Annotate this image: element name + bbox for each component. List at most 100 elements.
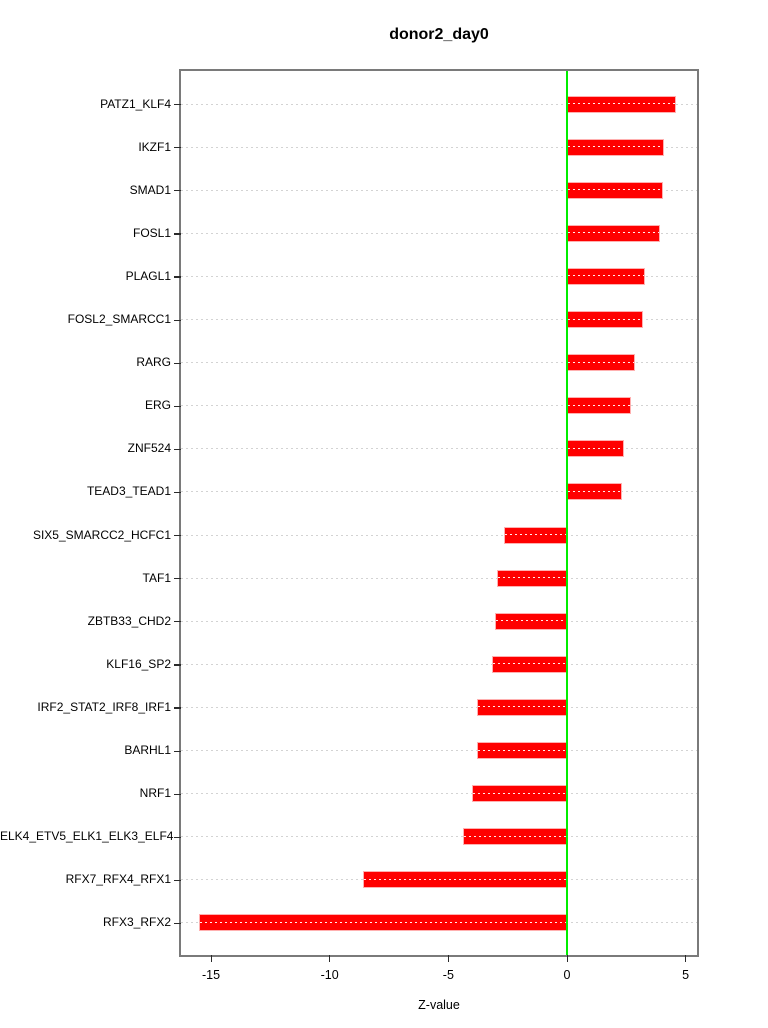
bar-grid-overlay bbox=[477, 749, 566, 751]
y-tick bbox=[174, 836, 181, 838]
row-gridline bbox=[181, 750, 697, 751]
bar-grid-overlay bbox=[568, 490, 621, 492]
row-gridline bbox=[181, 706, 697, 708]
x-tick bbox=[329, 955, 331, 962]
row-gridline bbox=[181, 103, 697, 105]
row-gridline bbox=[181, 405, 697, 407]
x-tick-label: 5 bbox=[682, 968, 690, 982]
category-label: RFX7_RFX4_RFX1 bbox=[65, 872, 171, 887]
category-label: RFX3_RFX2 bbox=[102, 915, 171, 930]
category-label: TEAD3_TEAD1 bbox=[86, 484, 171, 499]
bar bbox=[567, 354, 635, 372]
row-gridline bbox=[181, 577, 697, 579]
bar-grid-overlay bbox=[493, 663, 566, 665]
bar-grid-overlay bbox=[477, 706, 566, 708]
bar bbox=[567, 440, 624, 458]
row-gridline bbox=[181, 836, 697, 838]
bar bbox=[494, 612, 567, 630]
y-tick bbox=[174, 276, 181, 278]
category-label: ERG bbox=[144, 398, 171, 413]
y-tick bbox=[174, 362, 181, 364]
bar-grid-overlay bbox=[497, 577, 566, 579]
bar-grid-overlay bbox=[568, 146, 664, 148]
bar bbox=[567, 138, 665, 156]
bar-grid-overlay bbox=[568, 189, 663, 191]
x-tick-label: -15 bbox=[202, 968, 221, 982]
bar bbox=[567, 224, 660, 242]
bar-grid-overlay bbox=[495, 620, 566, 622]
row-gridline bbox=[181, 448, 697, 450]
x-tick-label: -10 bbox=[320, 968, 339, 982]
bar bbox=[362, 871, 567, 889]
category-label: ZBTB33_CHD2 bbox=[87, 613, 171, 628]
category-label: TAF1 bbox=[142, 570, 171, 585]
category-label: SMAD1 bbox=[129, 182, 171, 197]
y-tick bbox=[174, 922, 181, 925]
bar bbox=[567, 95, 677, 113]
bar bbox=[472, 785, 567, 803]
y-tick bbox=[174, 750, 181, 752]
bar-grid-overlay bbox=[568, 404, 631, 406]
bar-grid-overlay bbox=[568, 361, 634, 363]
x-tick bbox=[210, 955, 212, 962]
y-tick bbox=[174, 190, 181, 192]
category-label: FOSL1 bbox=[132, 225, 171, 240]
y-tick bbox=[174, 578, 181, 580]
bar-grid-overlay bbox=[568, 318, 642, 320]
bar bbox=[567, 397, 632, 415]
bar bbox=[567, 483, 622, 501]
y-tick bbox=[174, 233, 181, 235]
y-tick bbox=[174, 621, 181, 623]
bar-grid-overlay bbox=[505, 534, 566, 535]
bar bbox=[567, 181, 664, 199]
bar bbox=[567, 267, 646, 285]
bar bbox=[567, 311, 643, 328]
y-tick bbox=[174, 664, 181, 666]
chart-title: donor2_day0 bbox=[389, 26, 489, 43]
y-tick bbox=[174, 491, 181, 494]
bar-grid-overlay bbox=[568, 447, 623, 449]
category-label: SIX5_SMARCC2_HCFC1 bbox=[32, 527, 171, 542]
row-gridline bbox=[181, 189, 697, 191]
bar-grid-overlay bbox=[473, 792, 566, 794]
category-label: KLF16_SP2 bbox=[106, 656, 171, 671]
bar-grid-overlay bbox=[363, 878, 566, 880]
row-gridline bbox=[181, 362, 697, 364]
y-tick bbox=[174, 879, 181, 882]
bar-grid-overlay bbox=[568, 103, 676, 104]
x-axis-title: Z-value bbox=[418, 998, 460, 1012]
zero-reference-line bbox=[566, 71, 568, 955]
y-tick bbox=[174, 535, 181, 537]
y-tick bbox=[174, 405, 181, 407]
row-gridline bbox=[181, 146, 697, 148]
y-tick bbox=[174, 147, 181, 149]
x-tick bbox=[685, 955, 687, 962]
row-gridline bbox=[181, 663, 697, 665]
row-gridline bbox=[181, 534, 697, 536]
row-gridline bbox=[181, 491, 697, 493]
row-gridline bbox=[181, 793, 697, 795]
category-label: FOSL2_SMARCC1 bbox=[67, 312, 171, 326]
category-label: RARG bbox=[136, 355, 171, 370]
bar bbox=[462, 828, 567, 846]
category-label: BARHL1 bbox=[124, 743, 171, 757]
x-tick-label: 0 bbox=[563, 968, 571, 982]
category-label: NRF1 bbox=[139, 786, 171, 801]
category-label: IRF2_STAT2_IRF8_IRF1 bbox=[37, 699, 171, 714]
category-label: ZNF524 bbox=[127, 441, 171, 456]
x-tick-label: -5 bbox=[442, 968, 454, 982]
y-tick bbox=[174, 793, 181, 795]
bar bbox=[504, 526, 567, 544]
plot-area bbox=[179, 69, 699, 957]
bar bbox=[199, 914, 567, 932]
bar bbox=[492, 655, 567, 673]
bar bbox=[476, 698, 567, 716]
row-gridline bbox=[181, 275, 697, 277]
row-gridline bbox=[181, 319, 697, 320]
bar-grid-overlay bbox=[200, 921, 566, 923]
bar-grid-overlay bbox=[568, 232, 659, 234]
y-tick bbox=[174, 104, 181, 106]
x-tick bbox=[566, 955, 568, 962]
category-label: IKZF1 bbox=[138, 139, 171, 154]
